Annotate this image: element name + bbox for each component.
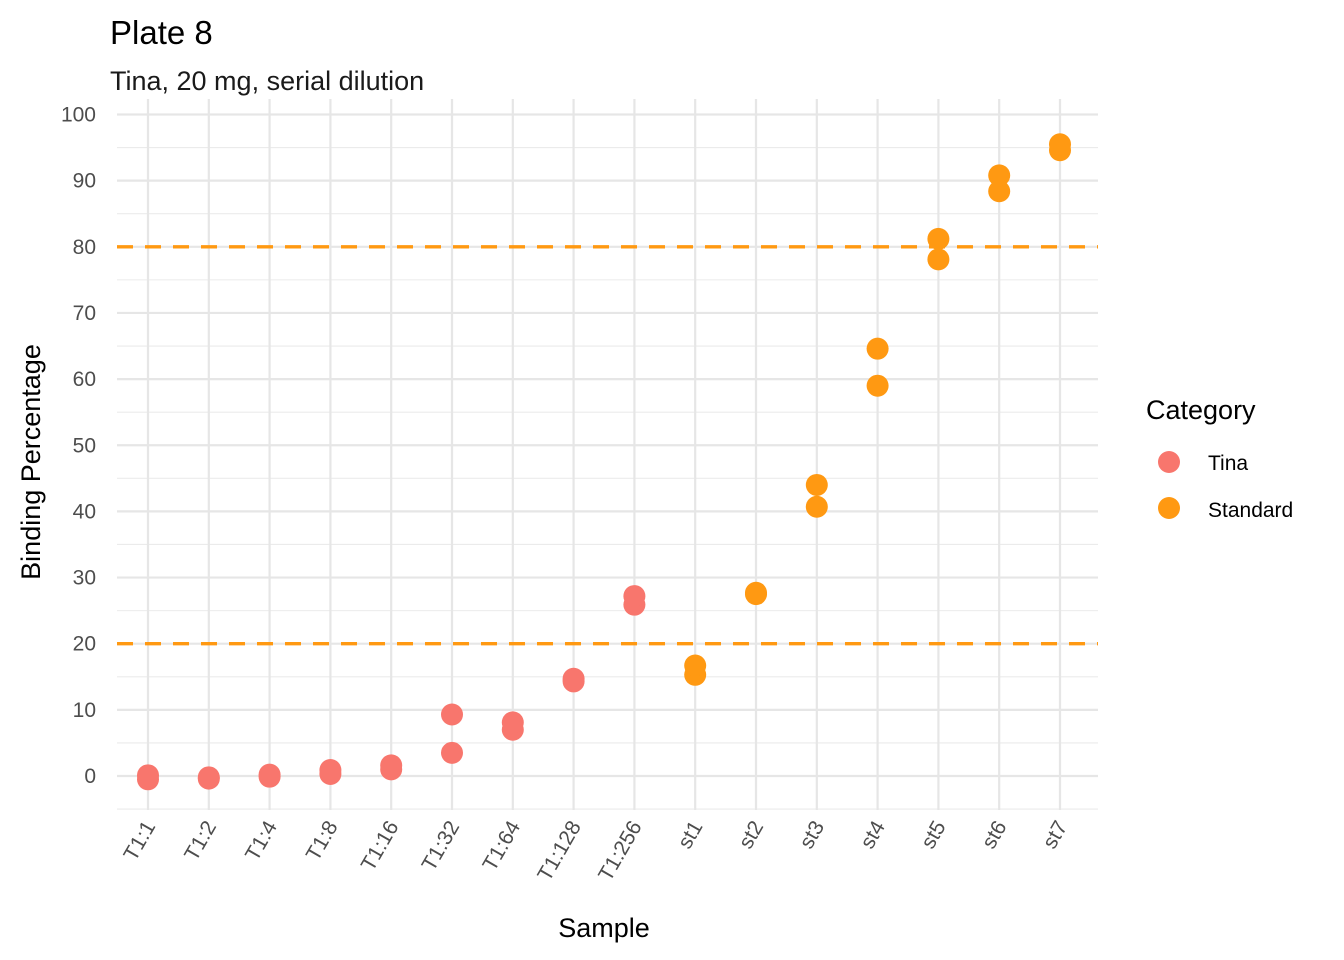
data-point-standard xyxy=(927,248,950,271)
data-point-standard xyxy=(1049,133,1071,156)
data-point-tina xyxy=(258,763,281,786)
x-tick-label: st1 xyxy=(674,817,708,853)
y-tick-label: 80 xyxy=(73,236,96,259)
x-tick-label: st6 xyxy=(978,817,1012,853)
x-tick-label: st2 xyxy=(734,817,768,853)
x-tick-label: T1:8 xyxy=(302,817,343,865)
legend-title: Category xyxy=(1146,395,1256,425)
legend-label-standard: Standard xyxy=(1208,499,1293,522)
data-point-tina xyxy=(319,759,342,782)
grid-lines xyxy=(117,99,1098,810)
legend: Category Tina Standard xyxy=(1146,395,1293,522)
data-point-tina xyxy=(562,667,585,690)
data-point-tina xyxy=(501,711,524,734)
data-point-tina xyxy=(623,585,646,608)
y-tick-label: 50 xyxy=(73,434,96,457)
y-tick-label: 0 xyxy=(84,765,96,788)
chart-title: Plate 8 xyxy=(110,14,213,51)
data-point-standard xyxy=(745,581,767,604)
y-tick-label: 30 xyxy=(73,567,96,590)
y-tick-label: 90 xyxy=(73,170,96,193)
y-tick-label: 20 xyxy=(73,633,96,656)
x-tick-label: st4 xyxy=(856,817,890,853)
legend-swatch-tina xyxy=(1158,451,1180,473)
data-point-standard xyxy=(988,180,1011,203)
x-tick-label: st7 xyxy=(1038,817,1072,853)
data-point-standard xyxy=(927,227,950,250)
data-point-standard xyxy=(805,495,828,518)
y-tick-label: 100 xyxy=(61,104,96,127)
data-point-standard xyxy=(684,654,707,677)
y-tick-label: 10 xyxy=(73,699,96,722)
x-tick-label: st5 xyxy=(917,817,951,853)
x-axis-ticks: T1:1 T1:2 T1:4 T1:8 T1:16 T1:32 T1:64 T1:128 T1:… xyxy=(119,817,1072,885)
y-axis-ticks: 0 10 20 30 40 50 60 70 80 90 100 xyxy=(61,104,96,789)
legend-label-tina: Tina xyxy=(1208,452,1248,475)
y-tick-label: 70 xyxy=(73,302,96,325)
x-tick-label: T1:128 xyxy=(533,817,586,885)
data-point-tina xyxy=(441,703,463,726)
data-point-standard xyxy=(988,164,1011,187)
data-point-tina xyxy=(137,764,159,787)
x-tick-label: st3 xyxy=(795,817,829,853)
data-point-standard xyxy=(866,374,889,397)
data-point-tina xyxy=(197,766,220,789)
x-axis-title: Sample xyxy=(558,913,650,943)
y-tick-label: 60 xyxy=(73,368,96,391)
x-tick-label: T1:256 xyxy=(594,817,647,885)
data-point-standard xyxy=(805,473,828,496)
x-tick-label: T1:32 xyxy=(418,817,465,875)
data-points xyxy=(137,133,1071,791)
x-tick-label: T1:2 xyxy=(180,817,221,865)
data-point-tina xyxy=(441,741,463,764)
x-tick-label: T1:64 xyxy=(478,817,525,875)
legend-swatch-standard xyxy=(1158,497,1180,519)
y-axis-title: Binding Percentage xyxy=(16,344,46,580)
x-tick-label: T1:16 xyxy=(357,817,404,875)
chart-subtitle: Tina, 20 mg, serial dilution xyxy=(110,66,424,96)
x-tick-label: T1:4 xyxy=(241,817,282,865)
x-tick-label: T1:1 xyxy=(119,817,160,865)
y-tick-label: 40 xyxy=(73,500,96,523)
data-point-tina xyxy=(380,754,403,777)
data-point-standard xyxy=(866,337,889,360)
